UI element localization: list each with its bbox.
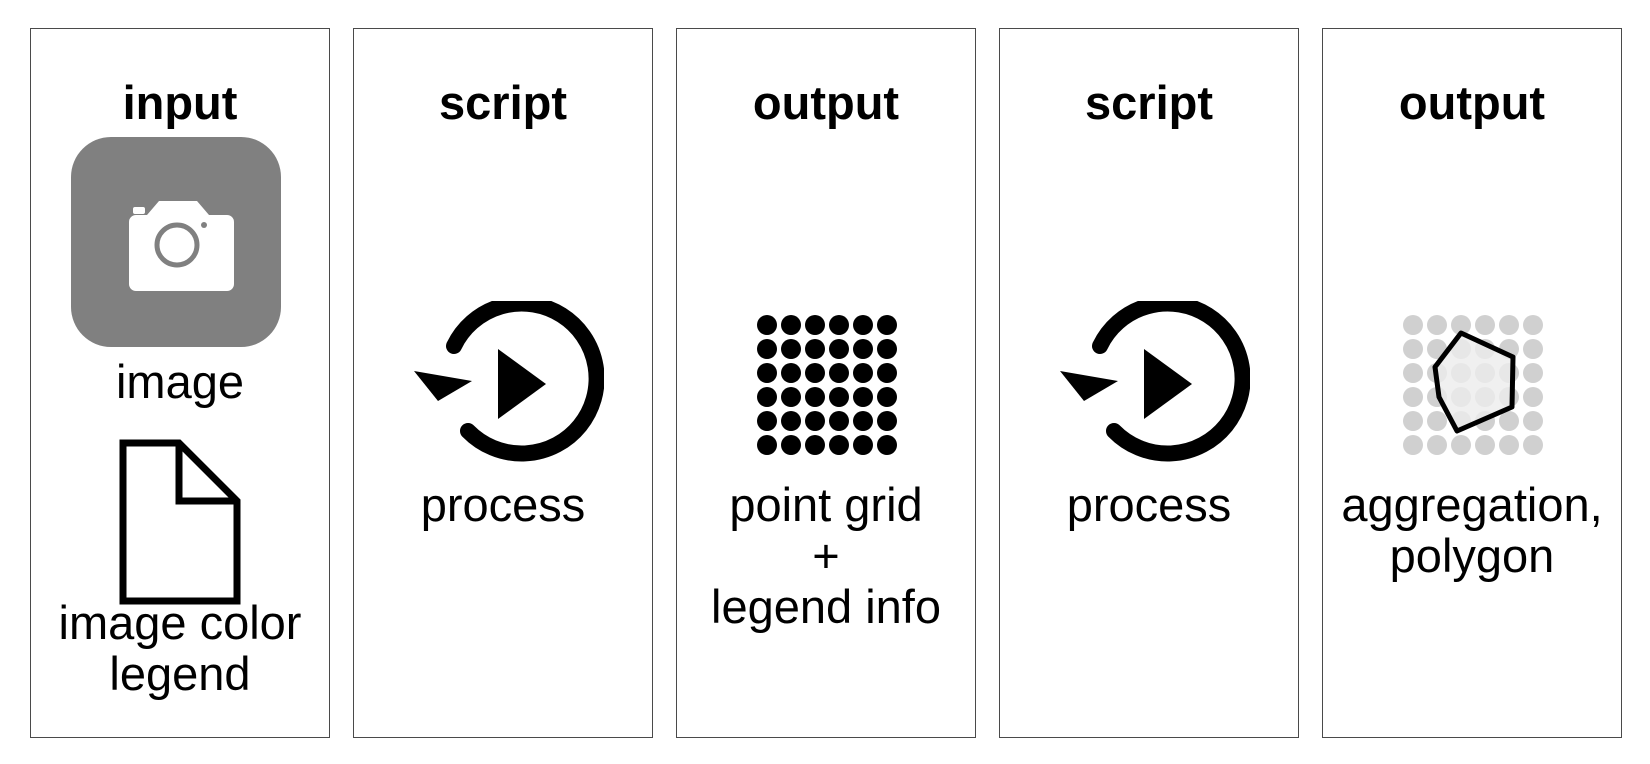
panel-title: script: [439, 76, 567, 129]
process-label: process: [420, 478, 586, 531]
image-label: image: [115, 355, 244, 408]
camera-icon: [71, 137, 281, 347]
aggregation-polygon-label: aggregation, polygon: [1341, 478, 1603, 582]
panel-output-2: output aggregation, polygon: [1322, 28, 1622, 738]
panel-script-1: script process: [353, 28, 653, 738]
image-color-legend-label: image color legend: [58, 596, 302, 700]
panel-output-1: output point grid + legend info: [676, 28, 976, 738]
replay-play-icon: [1060, 301, 1250, 462]
panel-title: output: [752, 76, 900, 129]
polygon-aggregation-icon: [1403, 315, 1543, 455]
panel-title: output: [1398, 76, 1546, 129]
point-grid-legend-info-label: point grid + legend info: [711, 478, 941, 633]
process-label: process: [1066, 478, 1232, 531]
document-icon: [119, 439, 241, 605]
panel-input: input image image color legend: [30, 28, 330, 738]
panel-script-2: script process: [999, 28, 1299, 738]
point-grid-icon: [757, 315, 897, 455]
panel-title: script: [1085, 76, 1213, 129]
replay-play-icon: [414, 301, 604, 462]
panel-title: input: [122, 76, 238, 129]
